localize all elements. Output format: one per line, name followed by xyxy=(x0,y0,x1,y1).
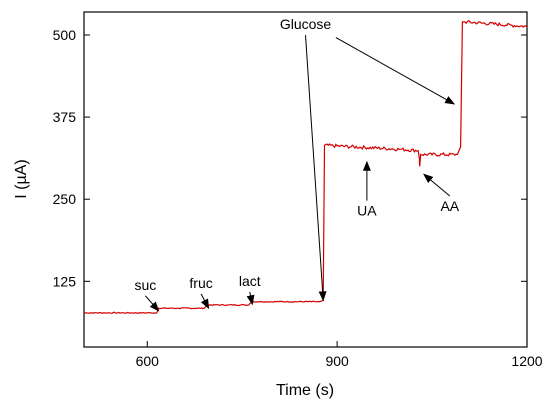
annotation-arrow xyxy=(335,37,456,105)
series-line xyxy=(83,19,528,314)
x-axis-title: Time (s) xyxy=(276,382,334,399)
x-tick-label: 900 xyxy=(325,353,349,369)
annotation-arrow xyxy=(246,291,255,306)
x-tick-label: 600 xyxy=(136,353,160,369)
y-tick-label: 250 xyxy=(53,191,77,207)
annotation-arrow xyxy=(423,173,451,197)
annotation-label: UA xyxy=(357,203,377,219)
annotation-label: lact xyxy=(239,273,261,289)
y-tick-label: 125 xyxy=(53,273,77,289)
annotation-arrow xyxy=(145,295,160,312)
y-tick-label: 375 xyxy=(53,109,77,125)
x-tick-label: 1200 xyxy=(511,353,542,369)
chart-marks: 600 900 1200 125 250 375 500 suc fruc lact Glucose… xyxy=(53,16,543,369)
plot-frame xyxy=(83,11,528,348)
annotation-label: AA xyxy=(440,198,459,214)
y-axis-title: I (µA) xyxy=(13,159,30,198)
annotation-arrow xyxy=(305,35,327,302)
y-tick-label: 500 xyxy=(53,27,77,43)
annotation-label: suc xyxy=(134,277,156,293)
annotation-arrow xyxy=(200,293,210,310)
annotation-label: Glucose xyxy=(280,16,332,32)
annotation-label: fruc xyxy=(189,275,212,291)
